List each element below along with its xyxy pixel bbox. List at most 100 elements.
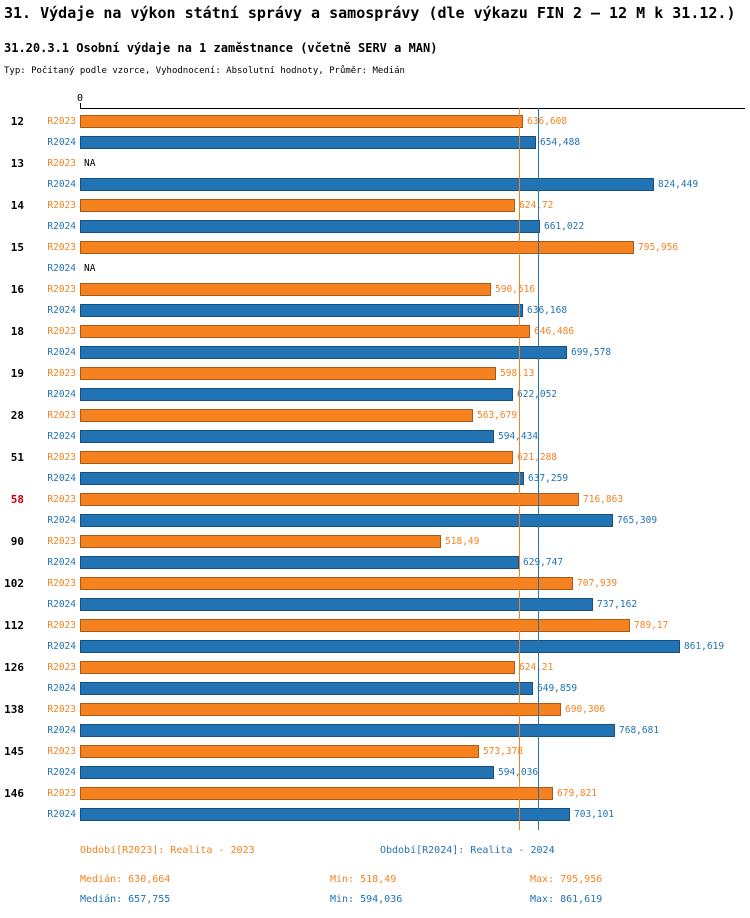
- value-label-r2023-cat-51: 621,288: [517, 451, 557, 464]
- legend-r2024: Období[R2024]: Realita - 2024: [380, 845, 555, 856]
- category-label-146: 146: [4, 787, 24, 800]
- value-label-r2023-cat-28: 563,679: [477, 410, 518, 421]
- value-label-r2024-cat-12: 654,488: [540, 137, 581, 148]
- report-title: 31. Výdaje na výkon státní správy a samo…: [4, 4, 736, 22]
- median-line-r2023: [519, 108, 520, 830]
- stat-max-r2024: Max: 861,619: [530, 894, 603, 905]
- category-label-28: 28: [10, 409, 24, 422]
- value-label-r2023-cat-19: 598,13: [500, 368, 535, 379]
- bar-r2023-cat-18: [80, 325, 530, 338]
- series-label-r2024: R2024: [47, 473, 76, 484]
- series-label-r2023: R2023: [47, 536, 76, 547]
- value-label-r2023-cat-112: 789,17: [634, 620, 669, 631]
- value-label-r2023-cat-90: 518,49: [445, 536, 480, 547]
- value-label-r2023-cat-146: 679,821: [557, 788, 598, 799]
- bar-r2023-cat-16: [80, 283, 491, 296]
- category-label-51: 51: [10, 451, 24, 464]
- series-label-r2023: R2023: [47, 746, 76, 757]
- series-label-r2024: R2024: [47, 599, 76, 610]
- series-label-r2024: R2024: [47, 305, 76, 316]
- bar-r2024-cat-126: [80, 682, 533, 695]
- bar-r2023-cat-138: [80, 703, 561, 716]
- category-label-12: 12: [10, 115, 24, 128]
- na-label-r2024-cat-15: NA: [84, 263, 96, 274]
- series-label-r2024: R2024: [47, 431, 76, 442]
- value-label-r2024-cat-58: 765,309: [617, 515, 658, 526]
- series-label-r2023: R2023: [47, 788, 76, 799]
- series-label-r2023: R2023: [47, 284, 76, 295]
- series-label-r2023: R2023: [47, 452, 76, 463]
- category-label-18: 18: [10, 325, 24, 338]
- value-label-r2024-cat-19: 622,052: [517, 388, 557, 401]
- bar-r2024-cat-90: [80, 556, 519, 569]
- series-label-r2024: R2024: [47, 809, 76, 820]
- series-label-r2023: R2023: [47, 200, 76, 211]
- bar-r2023-cat-28: [80, 409, 473, 422]
- bar-r2023-cat-145: [80, 745, 479, 758]
- bar-r2023-cat-15: [80, 241, 634, 254]
- axis-origin-label: 0: [76, 93, 84, 104]
- value-label-r2024-cat-90: 629,747: [523, 557, 564, 568]
- bar-r2024-cat-19: [80, 388, 513, 401]
- stat-max-r2023: Max: 795,956: [530, 874, 603, 885]
- series-label-r2023: R2023: [47, 158, 76, 169]
- series-label-r2023: R2023: [47, 410, 76, 421]
- legend-r2023: Období[R2023]: Realita - 2023: [80, 845, 255, 856]
- series-label-r2024: R2024: [47, 683, 76, 694]
- series-label-r2023: R2023: [47, 368, 76, 379]
- series-label-r2024: R2024: [47, 347, 76, 358]
- series-label-r2024: R2024: [47, 221, 76, 232]
- value-label-r2024-cat-126: 649,859: [537, 683, 578, 694]
- bar-r2024-cat-145: [80, 766, 494, 779]
- bar-r2024-cat-138: [80, 724, 615, 737]
- bar-r2023-cat-146: [80, 787, 553, 800]
- bar-r2023-cat-12: [80, 115, 523, 128]
- category-label-102: 102: [4, 577, 24, 590]
- category-label-145: 145: [4, 745, 24, 758]
- category-label-19: 19: [10, 367, 24, 380]
- value-label-r2023-cat-16: 590,516: [495, 284, 536, 295]
- bar-r2023-cat-126: [80, 661, 515, 674]
- value-axis-line: [80, 108, 745, 109]
- series-label-r2024: R2024: [47, 137, 76, 148]
- bar-r2023-cat-19: [80, 367, 496, 380]
- bar-r2024-cat-146: [80, 808, 570, 821]
- series-label-r2023: R2023: [47, 662, 76, 673]
- series-label-r2024: R2024: [47, 263, 76, 274]
- bar-r2023-cat-102: [80, 577, 573, 590]
- bar-r2024-cat-18: [80, 346, 567, 359]
- category-label-112: 112: [4, 619, 24, 632]
- series-label-r2024: R2024: [47, 179, 76, 190]
- series-label-r2023: R2023: [47, 620, 76, 631]
- category-label-90: 90: [10, 535, 24, 548]
- bar-r2024-cat-112: [80, 640, 680, 653]
- value-label-r2024-cat-13: 824,449: [658, 179, 699, 190]
- category-label-138: 138: [4, 703, 24, 716]
- value-label-r2024-cat-28: 594,434: [498, 430, 538, 443]
- value-label-r2024-cat-18: 699,578: [571, 347, 612, 358]
- value-label-r2024-cat-146: 703,101: [574, 809, 615, 820]
- value-label-r2024-cat-16: 636,168: [527, 305, 568, 316]
- category-label-14: 14: [10, 199, 24, 212]
- bar-r2023-cat-51: [80, 451, 513, 464]
- bar-r2024-cat-12: [80, 136, 536, 149]
- series-label-r2024: R2024: [47, 515, 76, 526]
- bar-r2024-cat-14: [80, 220, 540, 233]
- series-label-r2023: R2023: [47, 116, 76, 127]
- value-label-r2024-cat-138: 768,681: [619, 725, 660, 736]
- value-label-r2023-cat-18: 646,486: [534, 326, 575, 337]
- indicator-meta: Typ: Počítaný podle vzorce, Vyhodnocení:…: [4, 66, 405, 76]
- value-label-r2024-cat-51: 637,259: [528, 473, 569, 484]
- value-label-r2023-cat-145: 573,378: [483, 746, 524, 757]
- bar-r2024-cat-58: [80, 514, 613, 527]
- value-label-r2023-cat-14: 624,72: [519, 200, 554, 211]
- series-label-r2024: R2024: [47, 557, 76, 568]
- stat-min-r2024: Min: 594,036: [330, 894, 403, 905]
- median-line-r2024: [538, 108, 539, 830]
- series-label-r2024: R2024: [47, 725, 76, 736]
- value-label-r2023-cat-102: 707,939: [577, 578, 618, 589]
- bar-r2023-cat-112: [80, 619, 630, 632]
- bar-r2024-cat-28: [80, 430, 494, 443]
- value-label-r2024-cat-102: 737,162: [597, 599, 638, 610]
- bar-r2024-cat-51: [80, 472, 524, 485]
